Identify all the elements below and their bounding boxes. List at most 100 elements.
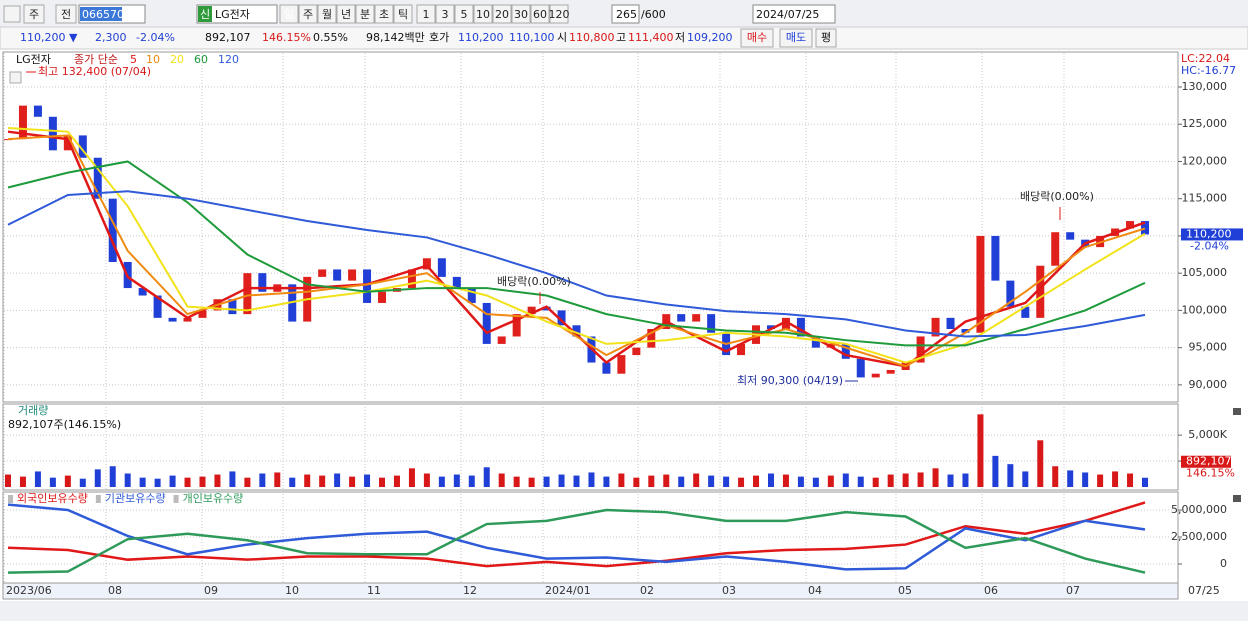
name-box[interactable] bbox=[196, 4, 278, 24]
legend-swatch bbox=[8, 495, 13, 503]
x-tick-label: 04 bbox=[808, 584, 822, 597]
volume-bar bbox=[334, 473, 341, 487]
candle bbox=[1021, 306, 1030, 318]
volume-bar bbox=[797, 476, 804, 487]
volume-bar bbox=[543, 476, 550, 487]
count-button-box[interactable] bbox=[473, 4, 493, 24]
candle bbox=[946, 317, 955, 330]
candle bbox=[497, 336, 506, 344]
period-button-box[interactable] bbox=[279, 4, 299, 24]
chart-icon[interactable] bbox=[9, 71, 22, 84]
order-sell: 매도 bbox=[786, 31, 806, 44]
x-tick-label: 2024/01 bbox=[545, 584, 591, 597]
period-button-box[interactable] bbox=[336, 4, 356, 24]
order-button[interactable] bbox=[740, 28, 774, 48]
volume-bar bbox=[1067, 470, 1074, 487]
info-rate: -2.04% bbox=[136, 31, 175, 44]
pane-close[interactable] bbox=[1233, 495, 1241, 502]
period-button-box[interactable] bbox=[298, 4, 318, 24]
volume-bar bbox=[812, 477, 819, 487]
prev-button-box[interactable] bbox=[55, 4, 77, 24]
menu-icon[interactable] bbox=[3, 5, 21, 23]
order-button[interactable] bbox=[779, 28, 813, 48]
date-box[interactable] bbox=[752, 4, 836, 24]
low-note: 최저 90,300 (04/19) bbox=[737, 374, 843, 387]
period-button-box[interactable] bbox=[355, 4, 375, 24]
info-amount: 98,142백만 bbox=[366, 31, 425, 44]
candle bbox=[243, 273, 252, 315]
prev-button: 전 bbox=[61, 8, 71, 21]
candle bbox=[916, 336, 925, 363]
candle bbox=[976, 235, 985, 333]
volume-bar bbox=[19, 476, 26, 487]
period-button-box[interactable] bbox=[374, 4, 394, 24]
order-button[interactable] bbox=[815, 28, 837, 48]
count-button-box[interactable] bbox=[454, 4, 474, 24]
legend-entry: 기관보유수량 bbox=[105, 492, 166, 505]
moving-average bbox=[7, 126, 1146, 364]
legend-type: 종가 단순 bbox=[74, 53, 118, 66]
candle bbox=[811, 336, 820, 348]
candle bbox=[452, 276, 461, 289]
last-volume-box bbox=[1181, 455, 1231, 468]
count-button-box[interactable] bbox=[511, 4, 531, 24]
pane-close[interactable] bbox=[1233, 408, 1241, 415]
volume-bar bbox=[379, 477, 386, 487]
holdings-line bbox=[7, 508, 1146, 574]
order-buy: 매수 bbox=[747, 31, 767, 44]
volume-bar bbox=[364, 474, 371, 487]
volume-bar bbox=[184, 477, 191, 487]
count-button-box[interactable] bbox=[549, 4, 569, 24]
legend-entry: 외국인보유수량 bbox=[17, 492, 88, 505]
volume-bar bbox=[214, 474, 221, 487]
volume-bar bbox=[857, 476, 864, 487]
stock-code: 066570 bbox=[82, 8, 124, 21]
market-select-box[interactable] bbox=[23, 4, 45, 24]
info-open-label: 시 bbox=[557, 31, 567, 44]
x-tick-label: 2023/06 bbox=[6, 584, 52, 597]
scroll-bar[interactable] bbox=[0, 601, 1248, 621]
volume-bar bbox=[767, 473, 774, 487]
period-button-box[interactable] bbox=[317, 4, 337, 24]
count-button-box[interactable] bbox=[492, 4, 512, 24]
count-button: 60 bbox=[533, 8, 547, 21]
volume-bar bbox=[1052, 466, 1059, 487]
volume-bar bbox=[1127, 473, 1134, 487]
volume-bar bbox=[693, 473, 700, 487]
period-button-box[interactable] bbox=[393, 4, 413, 24]
count-button-box[interactable] bbox=[435, 4, 455, 24]
candle bbox=[991, 235, 1000, 281]
volume-bar bbox=[274, 472, 281, 487]
volume-bar bbox=[1082, 472, 1089, 487]
moving-average bbox=[7, 190, 1146, 338]
volume-bar bbox=[887, 474, 894, 487]
hc-label: HC:-16.77 bbox=[1181, 64, 1236, 77]
candle bbox=[692, 314, 701, 322]
info-volume: 892,107 bbox=[205, 31, 251, 44]
candle bbox=[258, 273, 267, 292]
code-select bbox=[80, 7, 122, 21]
legend-ma: 5 bbox=[130, 53, 137, 66]
count-button-box[interactable] bbox=[530, 4, 550, 24]
candle bbox=[781, 317, 790, 330]
y-tick-label: 0 bbox=[1220, 557, 1227, 570]
y-tick-label: 130,000 bbox=[1182, 80, 1228, 93]
y-tick-label: 115,000 bbox=[1182, 192, 1228, 205]
volume-bar bbox=[199, 476, 206, 487]
info-price: 110,200 ▼ bbox=[20, 31, 78, 44]
candle bbox=[153, 295, 162, 318]
volume-bar bbox=[438, 476, 445, 487]
volume-bar bbox=[917, 472, 924, 487]
volume-bar bbox=[34, 471, 41, 487]
candle bbox=[796, 317, 805, 337]
info-ask: 110,200 bbox=[458, 31, 504, 44]
range-box[interactable] bbox=[611, 4, 640, 24]
volume-bar bbox=[79, 478, 86, 487]
candle bbox=[93, 157, 102, 199]
candle bbox=[1066, 232, 1075, 240]
count-button: 20 bbox=[495, 8, 509, 21]
candle bbox=[4, 139, 12, 141]
volume-bar bbox=[5, 474, 11, 487]
count-button-box[interactable] bbox=[416, 4, 436, 24]
dividend-note: 배당락(0.00%) bbox=[1020, 190, 1094, 203]
